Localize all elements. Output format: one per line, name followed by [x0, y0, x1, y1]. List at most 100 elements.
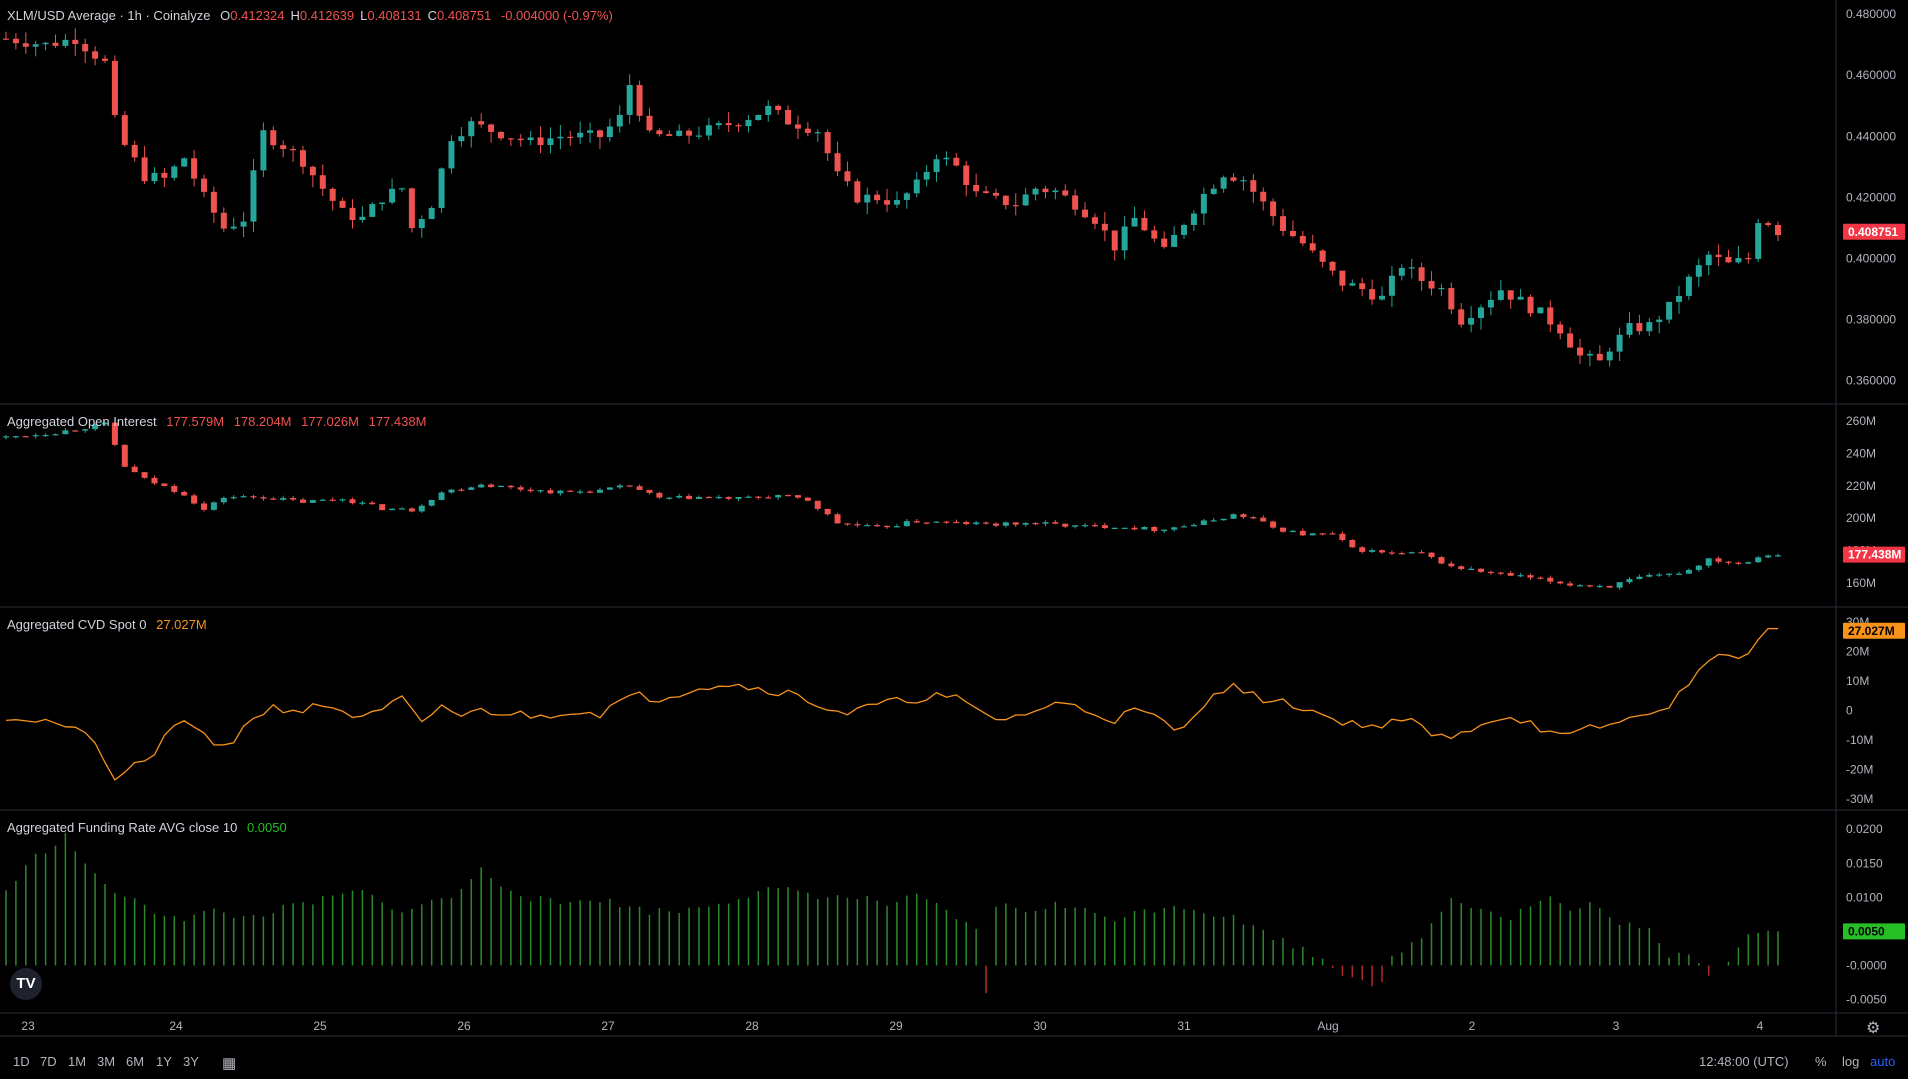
price-candle — [1220, 177, 1227, 189]
oi-badge-text: 177.438M — [1848, 548, 1901, 562]
price-candle — [32, 44, 39, 47]
price-candle — [913, 179, 920, 194]
price-candle — [903, 193, 910, 200]
cvd-tick-label: 0 — [1846, 703, 1853, 717]
price-candle — [973, 184, 980, 192]
price-candle — [1428, 280, 1435, 289]
oi-candle — [775, 495, 782, 498]
oi-candle — [1547, 577, 1554, 582]
calendar-icon[interactable]: ▦ — [222, 1055, 237, 1072]
oi-candle — [22, 436, 29, 438]
oi-candle — [1349, 539, 1356, 548]
oi-candle — [1458, 566, 1465, 570]
oi-candle — [755, 496, 762, 498]
price-candle — [3, 38, 9, 40]
timeframe-6m[interactable]: 6M — [126, 1054, 145, 1069]
timeframe-1y[interactable]: 1Y — [156, 1054, 172, 1069]
price-candle — [210, 191, 217, 213]
cvd-title: Aggregated CVD Spot 0 — [7, 617, 147, 632]
price-ohlc-l: L0.408131 — [360, 8, 421, 23]
oi-candle — [1220, 518, 1227, 521]
settings-gear-icon[interactable]: ⚙ — [1866, 1020, 1881, 1037]
oi-candle — [438, 492, 445, 500]
oi-candle — [963, 522, 970, 525]
log-scale-button[interactable]: log — [1842, 1054, 1860, 1069]
price-change: -0.004000 (-0.97%) — [500, 8, 613, 23]
price-candle — [953, 157, 960, 166]
auto-scale-button[interactable]: auto — [1870, 1054, 1896, 1069]
oi-candle — [824, 508, 831, 515]
oi-candle — [656, 492, 663, 498]
oi-tick-label: 200M — [1846, 511, 1876, 525]
tradingview-logo[interactable]: TV — [10, 968, 42, 1000]
oi-candle — [1270, 521, 1277, 528]
price-candle — [715, 123, 722, 126]
oi-candle — [567, 490, 574, 492]
timeframe-1m[interactable]: 1M — [68, 1054, 87, 1069]
price-candle — [557, 136, 564, 139]
cvd-tick-label: 20M — [1846, 644, 1869, 658]
price-candle — [587, 130, 594, 133]
funding-tick-label: -0.0000 — [1846, 958, 1887, 972]
oi-candle — [1775, 555, 1781, 557]
ohlc-value: 0.408131 — [367, 8, 422, 23]
price-candle — [240, 221, 247, 227]
timeframe-3m[interactable]: 3M — [97, 1054, 116, 1069]
price-candle — [1577, 347, 1584, 356]
price-candle — [1507, 290, 1514, 300]
timeframe-7d[interactable]: 7D — [40, 1054, 57, 1069]
oi-candle — [804, 497, 811, 501]
oi-candle — [1557, 581, 1564, 584]
oi-candle — [1666, 573, 1673, 575]
price-candle — [646, 115, 653, 131]
price-candle — [1418, 267, 1425, 281]
price-candle — [725, 123, 732, 126]
percent-scale-button[interactable]: % — [1815, 1054, 1827, 1069]
price-candle — [1666, 301, 1673, 320]
oi-candle — [171, 485, 178, 492]
price-candle — [686, 130, 693, 136]
price-candle — [438, 168, 445, 208]
oi-candle — [913, 521, 920, 523]
price-candle — [329, 188, 336, 201]
price-candle — [111, 60, 118, 116]
price-candle — [1012, 205, 1019, 207]
price-tick-label: 0.480000 — [1846, 7, 1896, 21]
oi-candle — [389, 508, 396, 511]
utc-clock[interactable]: 12:48:00 (UTC) — [1699, 1054, 1789, 1069]
oi-candle — [1309, 533, 1316, 536]
funding-tick-label: -0.0050 — [1846, 993, 1887, 1007]
oi-open: 177.579M — [166, 414, 225, 429]
funding-badge-text: 0.0050 — [1848, 924, 1885, 938]
oi-candle — [42, 434, 49, 437]
timeframe-1d[interactable]: 1D — [13, 1054, 30, 1069]
price-candle — [596, 130, 603, 138]
price-candle — [1735, 258, 1742, 263]
oi-candle — [101, 422, 108, 425]
price-candle — [517, 138, 524, 141]
oi-candle — [1577, 585, 1584, 587]
price-ohlc-o: O0.412324 — [220, 8, 284, 23]
price-candle — [1438, 287, 1445, 290]
oi-candle — [428, 499, 435, 506]
price-candle — [1478, 307, 1485, 319]
oi-candle — [1497, 572, 1504, 574]
price-candle — [72, 39, 79, 45]
price-candle — [1547, 307, 1554, 325]
price-candle — [1458, 309, 1465, 325]
oi-candle — [191, 495, 198, 504]
price-candle — [1646, 322, 1653, 332]
oi-candle — [1280, 527, 1287, 532]
price-candle — [260, 130, 267, 171]
oi-tick-label: 240M — [1846, 446, 1876, 460]
cvd-badge-bg — [1843, 622, 1905, 639]
oi-candle — [1190, 524, 1197, 527]
timeframe-3y[interactable]: 3Y — [183, 1054, 199, 1069]
price-candle — [1676, 295, 1683, 302]
oi-candle — [1507, 573, 1514, 576]
price-candle — [864, 194, 871, 203]
price-candle — [92, 51, 99, 59]
price-candle — [1032, 188, 1039, 195]
oi-candle — [1616, 582, 1623, 588]
